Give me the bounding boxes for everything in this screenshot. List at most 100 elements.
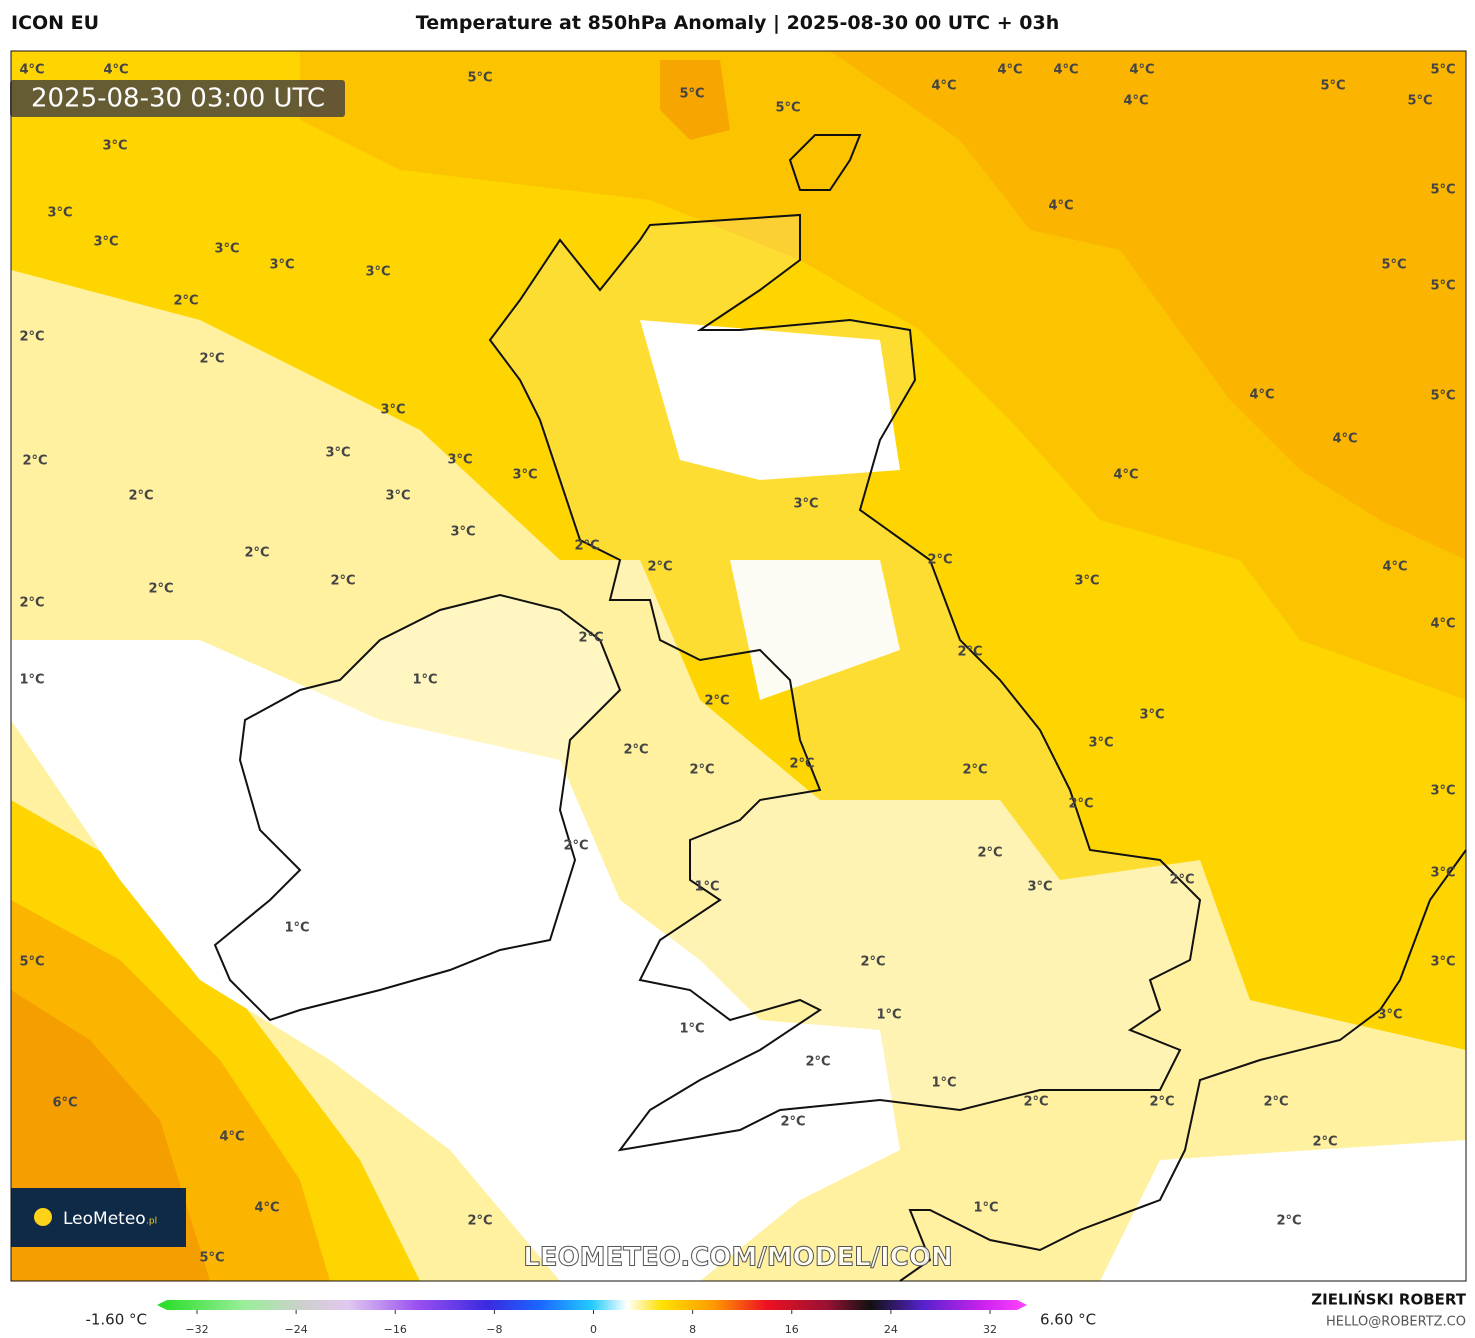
contour-label: 2°C [578, 631, 603, 646]
contour-label: 2°C [1149, 1095, 1174, 1110]
contour-label: 1°C [931, 1076, 956, 1091]
contour-label: 1°C [284, 921, 309, 936]
contour-label: 2°C [927, 553, 952, 568]
contour-label: 6°C [52, 1096, 77, 1111]
contour-label: 2°C [860, 955, 885, 970]
contour-label: 2°C [1312, 1135, 1337, 1150]
contour-label: 1°C [694, 880, 719, 895]
legend-max: 6.60 °C [1040, 1311, 1096, 1329]
colorbar-tick-label: −24 [285, 1323, 308, 1336]
contour-label: 2°C [647, 560, 672, 575]
contour-label: 1°C [412, 673, 437, 688]
map-title: Temperature at 850hPa Anomaly | 2025-08-… [415, 12, 1060, 34]
logo-suffix: .pl [146, 1217, 157, 1227]
contour-label: 2°C [977, 846, 1002, 861]
contour-label: 5°C [1430, 389, 1455, 404]
colorbar-tick-label: 24 [884, 1323, 898, 1336]
contour-label: 3°C [1430, 866, 1455, 881]
contour-label: 5°C [679, 87, 704, 102]
contour-label: 3°C [47, 206, 72, 221]
contour-label: 2°C [1023, 1095, 1048, 1110]
contour-label: 2°C [962, 763, 987, 778]
colorbar-ticks: −32 −24 −16 −8 0 8 16 24 32 [185, 1310, 997, 1336]
contour-label: 5°C [199, 1251, 224, 1266]
contour-label: 2°C [467, 1214, 492, 1229]
contour-labels: 4°C 4°C 5°C 5°C 5°C 4°C 4°C 4°C 4°C 4°C 5°C 5°C 5°C 5… [19, 63, 1455, 1266]
colorbar [157, 1300, 1027, 1310]
contour-label: 2°C [1169, 873, 1194, 888]
contour-label: 4°C [1123, 94, 1148, 109]
contour-label: 2°C [789, 757, 814, 772]
contour-label: 5°C [19, 955, 44, 970]
contour-label: 3°C [1430, 784, 1455, 799]
contour-label: 2°C [1276, 1214, 1301, 1229]
timestamp-box [10, 80, 345, 117]
logo-text: LeoMeteo [63, 1209, 146, 1229]
contour-label: 2°C [148, 582, 173, 597]
contour-label: 4°C [103, 63, 128, 78]
contour-label: 3°C [269, 258, 294, 273]
watermark: LEOMETEO.COM/MODEL/ICON [523, 1243, 953, 1273]
contour-label: 3°C [512, 468, 537, 483]
legend-min: -1.60 °C [85, 1311, 147, 1329]
contour-label: 2°C [704, 694, 729, 709]
contour-label: 5°C [1320, 79, 1345, 94]
contour-label: 3°C [1088, 736, 1113, 751]
contour-label: 4°C [1430, 617, 1455, 632]
contour-label: 4°C [219, 1130, 244, 1145]
contour-label: 2°C [805, 1055, 830, 1070]
contour-label: 4°C [1113, 468, 1138, 483]
contour-label: 3°C [385, 489, 410, 504]
colorbar-tick-label: −32 [185, 1323, 208, 1336]
contour-label: 3°C [102, 139, 127, 154]
contour-label: 2°C [957, 645, 982, 660]
contour-label: 5°C [1430, 63, 1455, 78]
contour-label: 3°C [93, 235, 118, 250]
contour-label: 4°C [1053, 63, 1078, 78]
contour-label: 2°C [128, 489, 153, 504]
author: ZIELIŃSKI ROBERT [1311, 1290, 1466, 1309]
contour-label: 4°C [1382, 560, 1407, 575]
contour-label: 4°C [931, 79, 956, 94]
contour-label: 5°C [1407, 94, 1432, 109]
timestamp: 2025-08-30 03:00 UTC [31, 84, 325, 114]
field [11, 51, 1466, 1281]
contour-label: 3°C [1074, 574, 1099, 589]
contour-label: 2°C [623, 743, 648, 758]
contour-label: 2°C [1068, 797, 1093, 812]
contour-label: 3°C [793, 497, 818, 512]
contour-label: 1°C [679, 1022, 704, 1037]
colorbar-tick-label: 32 [983, 1323, 997, 1336]
contour-label: 4°C [1249, 388, 1274, 403]
contour-label: 1°C [876, 1008, 901, 1023]
contour-label: 4°C [997, 63, 1022, 78]
contour-label: 2°C [199, 352, 224, 367]
contour-label: 3°C [1139, 708, 1164, 723]
colorbar-tick-label: −8 [486, 1323, 502, 1336]
contour-label: 2°C [330, 574, 355, 589]
contour-label: 3°C [1430, 955, 1455, 970]
contour-label: 3°C [450, 525, 475, 540]
contour-label: 2°C [780, 1115, 805, 1130]
contour-label: 5°C [775, 101, 800, 116]
contour-label: 4°C [1048, 199, 1073, 214]
contour-label: 4°C [1332, 432, 1357, 447]
colorbar-tick-label: 8 [689, 1323, 696, 1336]
contour-label: 2°C [574, 539, 599, 554]
contour-label: 2°C [22, 454, 47, 469]
contour-label: 2°C [689, 763, 714, 778]
contour-label: 2°C [19, 330, 44, 345]
contour-label: 5°C [1381, 258, 1406, 273]
contour-label: 5°C [1430, 183, 1455, 198]
colorbar-tick-label: −16 [384, 1323, 407, 1336]
contour-label: 4°C [19, 63, 44, 78]
map-frame [10, 50, 1467, 1282]
coastlines [213, 134, 1467, 1282]
email: HELLO@ROBERTZ.CO [1326, 1315, 1466, 1330]
contour-label: 3°C [1027, 880, 1052, 895]
contour-label: 2°C [19, 596, 44, 611]
contour-label: 2°C [173, 294, 198, 309]
contour-label: 5°C [467, 71, 492, 86]
